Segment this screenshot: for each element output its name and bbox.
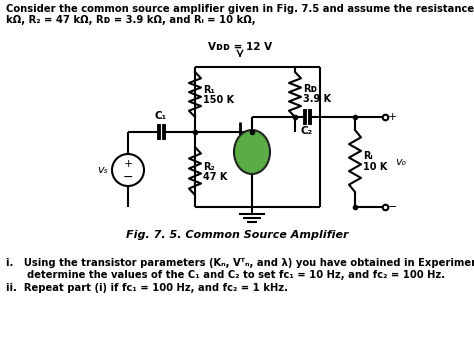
Text: Rₗ: Rₗ	[363, 151, 373, 161]
Text: Consider the common source amplifier given in Fig. 7.5 and assume the resistance: Consider the common source amplifier giv…	[6, 4, 474, 14]
Text: 10 K: 10 K	[363, 162, 387, 172]
Text: 150 K: 150 K	[203, 95, 234, 105]
Text: ii.  Repeat part (i) if fᴄ₁ = 100 Hz, and fᴄ₂ = 1 kHz.: ii. Repeat part (i) if fᴄ₁ = 100 Hz, and…	[6, 283, 288, 293]
Text: C₂: C₂	[301, 126, 313, 136]
Text: 47 K: 47 K	[203, 172, 228, 182]
Text: vₛ: vₛ	[97, 165, 108, 175]
Text: i.   Using the transistor parameters (Kₙ, Vᵀₙ, and λ) you have obtained in Exper: i. Using the transistor parameters (Kₙ, …	[6, 258, 474, 268]
Text: vₒ: vₒ	[395, 157, 406, 167]
Text: R₂: R₂	[203, 162, 215, 172]
Text: C₁: C₁	[155, 111, 167, 121]
Text: −: −	[123, 170, 133, 184]
Text: determine the values of the C₁ and C₂ to set fᴄ₁ = 10 Hz, and fᴄ₂ = 100 Hz.: determine the values of the C₁ and C₂ to…	[6, 270, 445, 280]
Ellipse shape	[234, 130, 270, 174]
Text: −: −	[388, 202, 397, 212]
Text: R₁: R₁	[203, 85, 215, 95]
Text: Fig. 7. 5. Common Source Amplifier: Fig. 7. 5. Common Source Amplifier	[126, 230, 348, 240]
Text: kΩ, R₂ = 47 kΩ, Rᴅ = 3.9 kΩ, and Rₗ = 10 kΩ,: kΩ, R₂ = 47 kΩ, Rᴅ = 3.9 kΩ, and Rₗ = 10…	[6, 15, 255, 25]
Text: 3.9 K: 3.9 K	[303, 94, 331, 104]
Text: +: +	[123, 159, 133, 169]
Text: Vᴅᴅ = 12 V: Vᴅᴅ = 12 V	[208, 42, 272, 52]
Text: Rᴅ: Rᴅ	[303, 84, 317, 94]
Text: +: +	[388, 112, 397, 122]
